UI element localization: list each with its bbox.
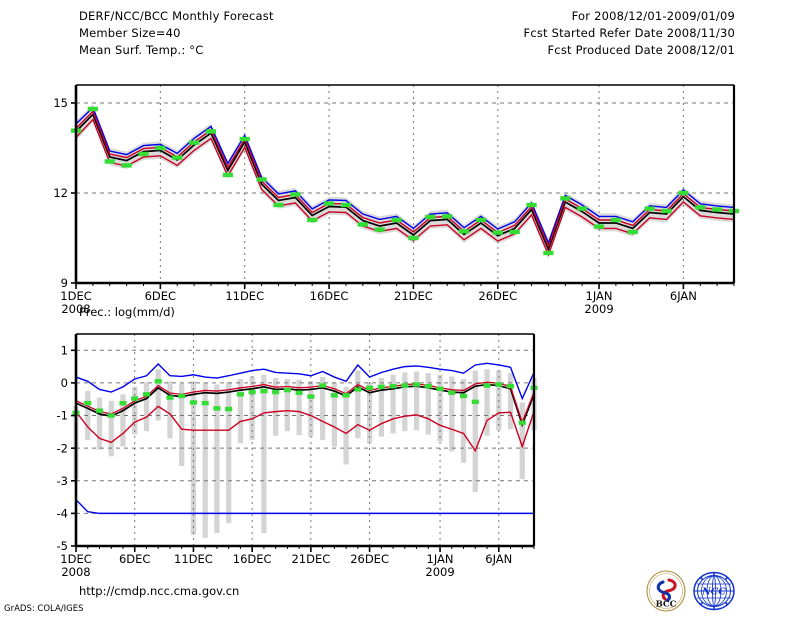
forecast-period-label: For 2008/12/01-2009/01/09 [571, 9, 735, 23]
svg-text:0: 0 [61, 376, 68, 390]
bcc-logo: BCC [646, 570, 686, 612]
svg-text:6JAN: 6JAN [670, 289, 697, 303]
svg-text:2009: 2009 [584, 302, 613, 316]
svg-text:1DEC: 1DEC [60, 289, 91, 303]
svg-text:2008: 2008 [61, 565, 90, 579]
svg-text:1: 1 [61, 344, 68, 358]
svg-text:9: 9 [61, 276, 68, 290]
svg-text:12: 12 [53, 186, 68, 200]
fcst-produced-date-label: Fcst Produced Date 2008/12/01 [547, 43, 735, 57]
svg-text:21DEC: 21DEC [394, 289, 433, 303]
svg-text:6DEC: 6DEC [119, 552, 150, 566]
prec-panel-title: Prec.: log(mm/d) [79, 305, 175, 319]
svg-text:-4: -4 [57, 507, 68, 521]
cmdp-url[interactable]: http://cmdp.ncc.cma.gov.cn [79, 584, 240, 598]
svg-text:26DEC: 26DEC [478, 289, 517, 303]
svg-text:BCC: BCC [656, 600, 677, 610]
member-size-label: Member Size=40 [79, 26, 181, 40]
fcst-start-date-label: Fcst Started Refer Date 2008/11/30 [523, 26, 735, 40]
svg-text:16DEC: 16DEC [310, 289, 349, 303]
svg-text:NCC: NCC [701, 587, 726, 598]
forecast-title: DERF/NCC/BCC Monthly Forecast [79, 9, 274, 23]
svg-text:-1: -1 [57, 409, 68, 423]
svg-text:-2: -2 [57, 441, 68, 455]
svg-text:6JAN: 6JAN [485, 552, 512, 566]
grads-credit: GrADS: COLA/IGES [4, 604, 84, 614]
svg-text:-3: -3 [57, 474, 68, 488]
svg-text:6DEC: 6DEC [145, 289, 176, 303]
svg-text:-5: -5 [57, 539, 68, 553]
temp-panel-title: Mean Surf. Temp.: °C [79, 43, 204, 57]
svg-text:1JAN: 1JAN [427, 552, 454, 566]
ncc-logo: NCC [693, 571, 735, 611]
svg-text:11DEC: 11DEC [225, 289, 264, 303]
svg-text:2009: 2009 [425, 565, 454, 579]
svg-text:16DEC: 16DEC [233, 552, 272, 566]
svg-text:15: 15 [53, 96, 68, 110]
svg-text:21DEC: 21DEC [291, 552, 330, 566]
svg-text:26DEC: 26DEC [350, 552, 389, 566]
svg-text:1DEC: 1DEC [60, 552, 91, 566]
svg-text:11DEC: 11DEC [174, 552, 213, 566]
svg-text:1JAN: 1JAN [586, 289, 613, 303]
